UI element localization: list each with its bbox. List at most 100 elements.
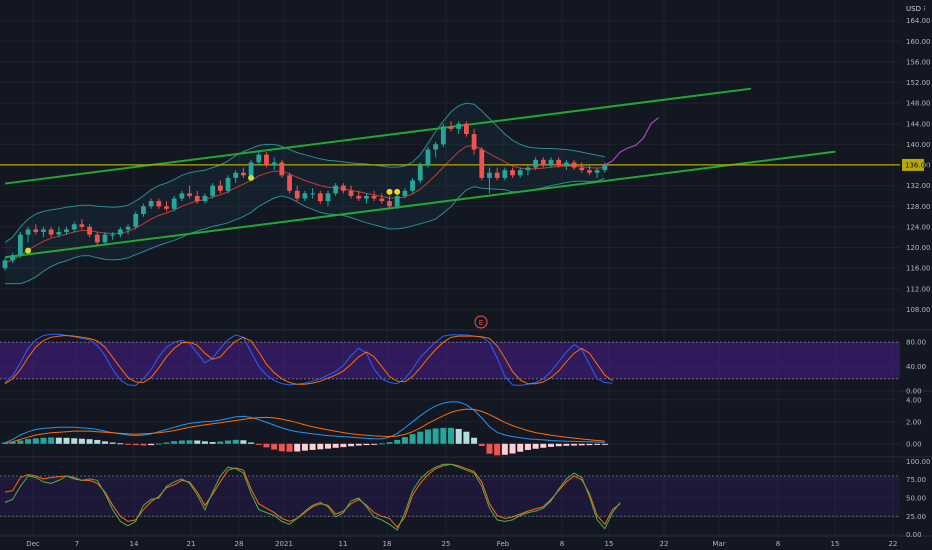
macd-histogram-bar [2,442,8,444]
earnings-event-icon[interactable] [474,315,488,329]
candle-body[interactable] [110,234,116,236]
price-tick-label: 50.00 [906,494,926,502]
candle-body[interactable] [517,170,523,176]
candle-body[interactable] [325,193,331,202]
candle-body[interactable] [287,175,292,191]
candle-body[interactable] [71,224,77,230]
candle-body[interactable] [279,162,285,176]
candle-body[interactable] [33,229,39,233]
candle-body[interactable] [602,165,608,171]
candle-body[interactable] [248,162,254,176]
candle-body[interactable] [133,213,139,227]
channel-upper-trendline[interactable] [4,87,752,185]
candle-body[interactable] [2,260,8,269]
candle-body[interactable] [471,134,477,150]
candle-body[interactable] [302,193,308,199]
candle-body[interactable] [502,170,508,178]
candle-body[interactable] [394,195,400,207]
candle-body[interactable] [340,185,346,191]
candle-body[interactable] [402,190,408,196]
candle-body[interactable] [548,159,554,165]
candle-body[interactable] [333,185,339,194]
candle-body[interactable] [348,190,354,196]
date-tick-label: 25 [442,540,451,548]
candle-body[interactable] [510,170,515,176]
candle-body[interactable] [294,190,300,199]
candle-body[interactable] [48,229,54,235]
candle-body[interactable] [379,198,385,202]
candle-body[interactable] [587,170,592,173]
candle-body[interactable] [356,195,362,199]
date-axis[interactable]: Dec 7 14 21 28 2021 11 18 25 Feb 8 15 22 Mar 8 15 22 [26,540,897,548]
macd-histogram-bar [578,443,585,446]
candle-body[interactable] [125,226,131,230]
candle-body[interactable] [164,206,169,209]
channel-lower-trendline[interactable] [4,150,836,259]
candle-body[interactable] [117,229,123,235]
candle-body[interactable] [79,224,85,227]
candle-body[interactable] [525,167,531,171]
candle-body[interactable] [533,159,539,168]
candle-body[interactable] [94,234,100,243]
macd-pane[interactable] [2,401,608,456]
candle-body[interactable] [387,201,392,207]
candle-body[interactable] [494,172,500,178]
candle-body[interactable] [594,170,600,173]
candle-body[interactable] [64,229,69,233]
candle-body[interactable] [364,195,369,199]
candle-body[interactable] [87,226,92,235]
candle-body[interactable] [102,234,108,243]
candle-body[interactable] [217,185,223,191]
candle-body[interactable] [10,255,16,261]
candle-body[interactable] [171,198,177,209]
candle-body[interactable] [425,149,431,165]
candle-body[interactable] [556,159,562,165]
candle-body[interactable] [464,123,469,135]
candle-body[interactable] [141,206,146,214]
candle-body[interactable] [233,172,239,178]
price-tick-label: 0.00 [906,440,922,448]
candle-body[interactable] [579,167,585,171]
candle-body[interactable] [264,154,269,165]
candle-body[interactable] [179,193,185,199]
candle-body[interactable] [156,201,162,207]
currency-selector[interactable]: USD ⁝ [906,3,925,15]
candle-body[interactable] [148,201,154,207]
candle-body[interactable] [56,232,62,235]
candle-body[interactable] [271,162,277,165]
candle-body[interactable] [563,162,569,165]
candle-body[interactable] [310,193,315,195]
candle-body[interactable] [256,154,262,163]
candle-body[interactable] [433,144,439,150]
events-layer[interactable]: E [474,315,488,329]
date-tick-label: 2021 [275,540,293,548]
date-tick-label: 14 [130,540,139,548]
stochastic-pane[interactable] [0,463,900,531]
candle-body[interactable] [456,123,462,129]
candle-body[interactable] [410,180,415,191]
candle-body[interactable] [225,177,231,191]
stochastic-rsi-pane[interactable] [0,333,900,387]
candle-body[interactable] [417,165,423,181]
candle-body[interactable] [194,195,200,202]
macd-histogram-bar [378,443,385,445]
main-price-pane[interactable] [0,87,900,285]
candle-body[interactable] [371,195,377,199]
candle-body[interactable] [440,126,446,145]
candle-body[interactable] [317,193,323,202]
candle-body[interactable] [187,193,192,196]
candle-body[interactable] [202,195,208,202]
candle-body[interactable] [479,149,485,178]
candle-body[interactable] [540,159,546,165]
candle-body[interactable] [571,162,577,168]
candle-body[interactable] [41,229,46,233]
candle-body[interactable] [210,185,216,196]
price-axis[interactable]: 164.00 160.00 156.00 152.00 148.00 144.00 140.… [902,17,931,539]
candle-body[interactable] [17,234,23,256]
candle-body[interactable] [25,229,31,235]
candle-body[interactable] [240,172,246,176]
candle-body[interactable] [487,172,492,178]
date-tick-label: 28 [235,540,244,548]
candle-body[interactable] [448,126,454,129]
